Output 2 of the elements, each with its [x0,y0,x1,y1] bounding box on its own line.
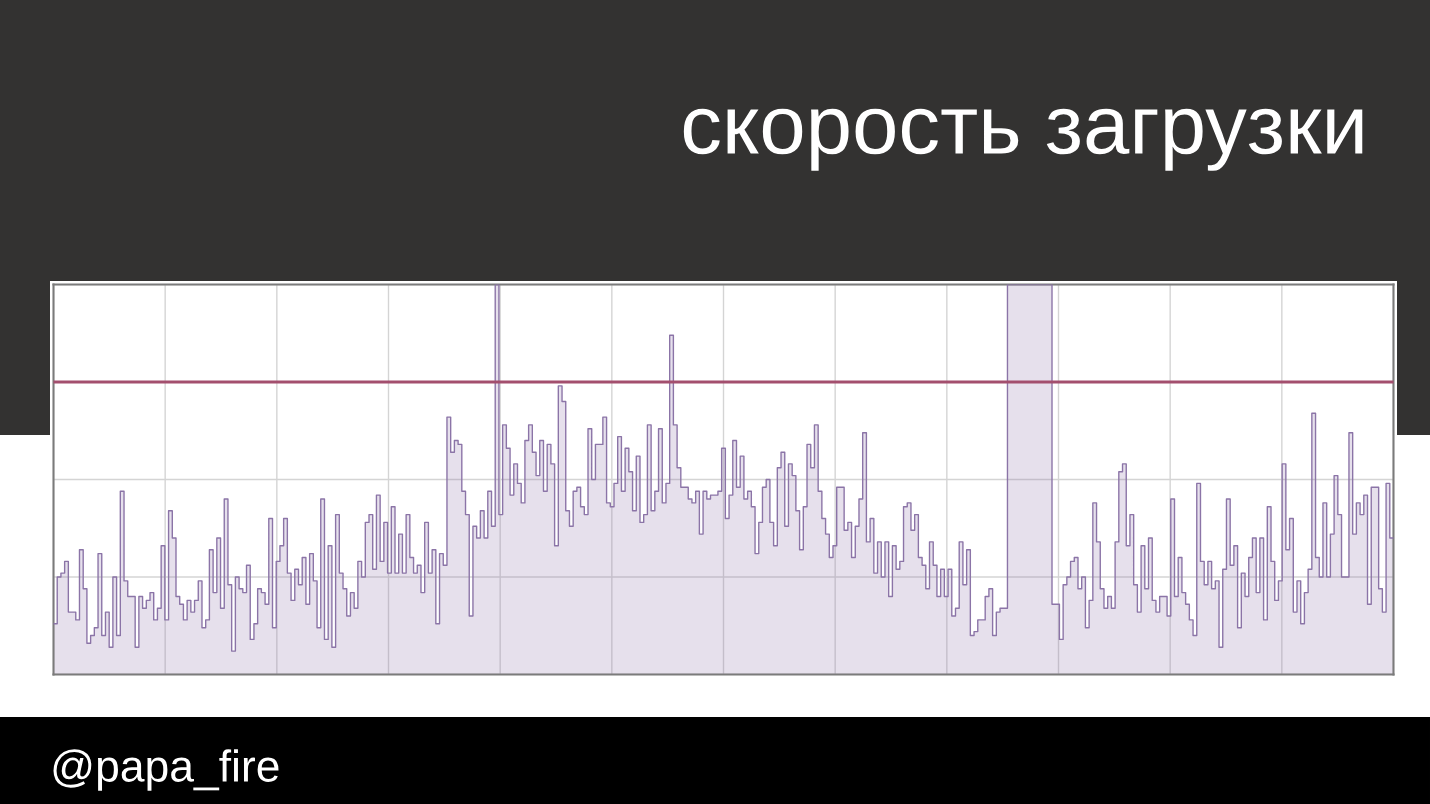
text: @papa_fire [53,749,279,791]
chart-title: скорость загрузки [683,108,1363,171]
